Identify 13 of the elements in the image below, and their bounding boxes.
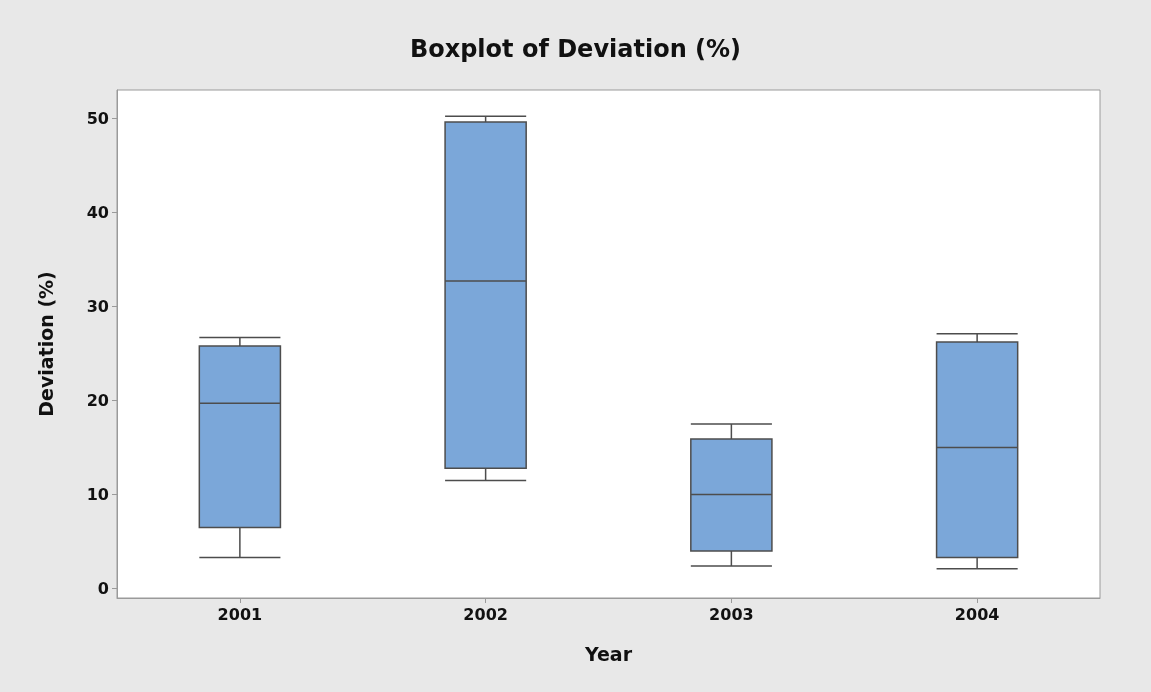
y-tick-label: 50	[86, 108, 109, 128]
y-tick-label: 20	[86, 390, 109, 410]
y-axis-title: Deviation (%)	[34, 271, 57, 417]
x-tick-label: 2001	[217, 604, 263, 624]
y-tick-label: 40	[86, 202, 109, 222]
x-tick-label: 2003	[709, 604, 754, 624]
x-tick-label: 2004	[954, 604, 1000, 624]
chart-title: Boxplot of Deviation (%)	[409, 35, 742, 63]
y-tick-label: 0	[97, 579, 109, 599]
y-tick-label: 10	[86, 485, 109, 505]
x-axis-title: Year	[583, 642, 633, 665]
x-tick-label: 2002	[463, 604, 508, 624]
y-tick-label: 30	[86, 296, 109, 316]
